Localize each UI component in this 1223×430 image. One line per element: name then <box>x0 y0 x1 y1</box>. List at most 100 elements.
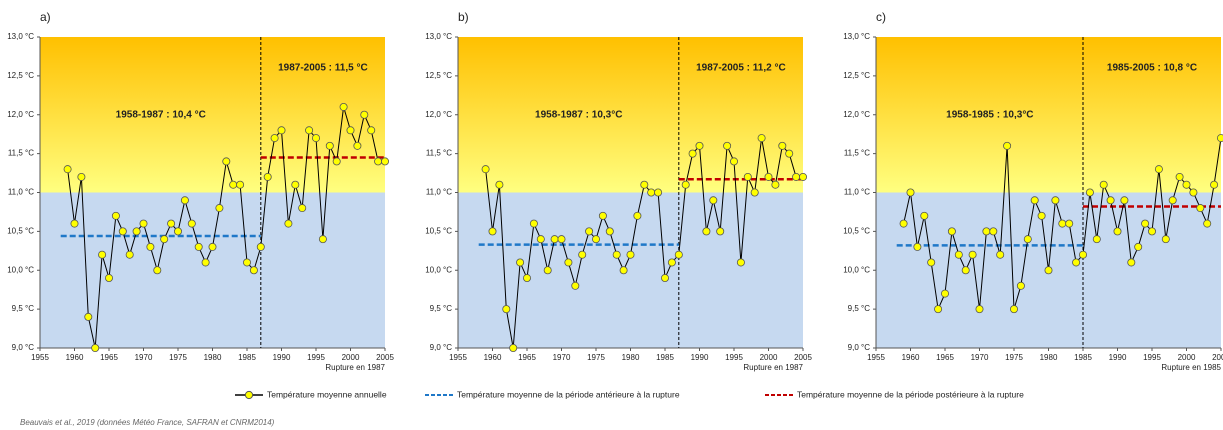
period-annotation: 1987-2005 : 11,5 °C <box>278 63 368 74</box>
temperature-point <box>229 180 238 189</box>
temperature-point <box>592 235 601 244</box>
temperature-point <box>920 211 929 220</box>
y-tick-label: 11,0 °C <box>426 188 452 197</box>
temperature-point <box>215 204 224 213</box>
temperature-point <box>1037 211 1046 220</box>
x-tick-label: 1970 <box>971 353 989 362</box>
panel-label: c) <box>876 10 886 24</box>
x-tick-label: 1995 <box>725 353 743 362</box>
temperature-point <box>1010 305 1019 314</box>
period-annotation: 1985-2005 : 10,8 °C <box>1107 63 1197 74</box>
temperature-point <box>647 188 656 197</box>
temperature-point <box>1079 250 1088 259</box>
y-tick-label: 9,5 °C <box>430 304 453 313</box>
temperature-point <box>1044 266 1053 275</box>
temperature-point <box>778 141 787 150</box>
temperature-point <box>941 289 950 298</box>
temperature-point <box>132 227 141 236</box>
temperature-point <box>318 235 327 244</box>
warm-zone <box>40 37 385 193</box>
x-tick-label: 2005 <box>794 353 812 362</box>
temperature-point <box>799 172 808 181</box>
temperature-point <box>84 312 93 321</box>
x-tick-label: 1985 <box>656 353 674 362</box>
temperature-point <box>153 266 162 275</box>
temperature-point <box>626 250 635 259</box>
temperature-point <box>736 258 745 267</box>
y-tick-label: 11,0 °C <box>8 188 34 197</box>
y-tick-label: 11,0 °C <box>844 188 870 197</box>
panel-label: a) <box>40 10 51 24</box>
y-tick-label: 9,5 °C <box>12 304 35 313</box>
temperature-point <box>1148 227 1157 236</box>
temperature-point <box>180 196 189 205</box>
temperature-point <box>989 227 998 236</box>
temperature-point <box>139 219 148 228</box>
y-tick-label: 10,5 °C <box>7 226 34 235</box>
temperature-point <box>70 219 79 228</box>
x-tick-label: 1955 <box>867 353 885 362</box>
y-tick-label: 10,0 °C <box>425 265 452 274</box>
y-tick-label: 9,5 °C <box>848 304 871 313</box>
temperature-point <box>1154 165 1163 174</box>
x-tick-label: 1975 <box>1005 353 1023 362</box>
temperature-point <box>236 180 245 189</box>
temperature-point <box>557 235 566 244</box>
temperature-point <box>270 134 279 143</box>
temperature-point <box>305 126 314 135</box>
temperature-point <box>571 281 580 290</box>
temperature-point <box>913 242 922 251</box>
temperature-point <box>996 250 1005 259</box>
panel: c) 9,0 °C 9,5 °C 10,0 °C 10,5 °C 11,0 °C 11,5 … <box>843 10 1223 372</box>
x-tick-label: 1965 <box>100 353 118 362</box>
temperature-point <box>947 227 956 236</box>
temperature-point <box>716 227 725 236</box>
y-tick-label: 9,0 °C <box>12 343 35 352</box>
period-annotation: 1958-1987 : 10,3°C <box>535 109 622 120</box>
temperature-point <box>1016 281 1025 290</box>
y-tick-label: 11,5 °C <box>844 149 870 158</box>
temperature-point <box>564 258 573 267</box>
temperature-point <box>249 266 258 275</box>
temperature-point <box>975 305 984 314</box>
rupture-label: Rupture en 1987 <box>743 363 803 372</box>
x-tick-label: 1965 <box>936 353 954 362</box>
y-tick-label: 13,0 °C <box>425 32 452 41</box>
cool-zone <box>40 192 385 348</box>
temperature-point <box>502 305 511 314</box>
temperature-point <box>585 227 594 236</box>
temperature-point <box>771 180 780 189</box>
temperature-point <box>523 274 532 283</box>
temperature-point <box>612 250 621 259</box>
y-tick-label: 12,5 °C <box>7 71 34 80</box>
temperature-point <box>578 250 587 259</box>
temperature-point <box>516 258 525 267</box>
temperature-point <box>792 172 801 181</box>
temperature-point <box>1072 258 1081 267</box>
temperature-point <box>1161 235 1170 244</box>
temperature-point <box>146 242 155 251</box>
temperature-point <box>1175 172 1184 181</box>
temperature-point <box>702 227 711 236</box>
x-tick-label: 1990 <box>1109 353 1127 362</box>
temperature-point <box>98 250 107 259</box>
period-annotation: 1958-1985 : 10,3°C <box>946 109 1033 120</box>
temperature-point <box>488 227 497 236</box>
y-tick-label: 12,5 °C <box>425 71 452 80</box>
x-tick-label: 1990 <box>273 353 291 362</box>
legend-marker <box>244 390 254 400</box>
temperature-point <box>1217 134 1223 143</box>
temperature-point <box>757 134 766 143</box>
panel: b) 9,0 °C 9,5 °C 10,0 °C 10,5 °C 11,0 °C 11,5 … <box>425 10 812 372</box>
temperature-point <box>1134 242 1143 251</box>
temperature-point <box>723 141 732 150</box>
temperature-point <box>1113 227 1122 236</box>
temperature-point <box>743 172 752 181</box>
rupture-label: Rupture en 1985 <box>1161 363 1221 372</box>
x-tick-label: 2000 <box>1178 353 1196 362</box>
temperature-point <box>298 204 307 213</box>
temperature-point <box>1106 196 1115 205</box>
temperature-point <box>633 211 642 220</box>
period-annotation: 1958-1987 : 10,4 °C <box>116 109 206 120</box>
temperature-point <box>927 258 936 267</box>
